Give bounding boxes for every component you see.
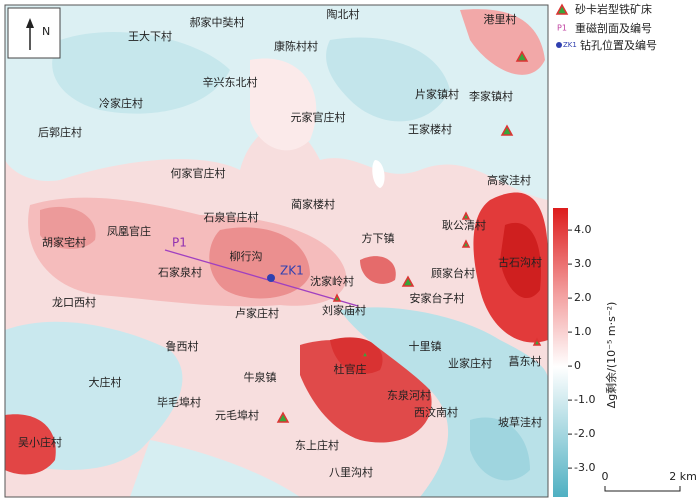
village-label: 菖东村 [509, 354, 542, 368]
village-label: 蔺家楼村 [291, 197, 335, 211]
village-label: 坡草洼村 [498, 415, 542, 429]
village-label: 元毛埠村 [215, 408, 259, 422]
colorbar-ticks: 4.0 3.0 2.0 1.0 0 -1.0 -2.0 -3.0 [568, 223, 595, 474]
village-label: 安家台子村 [410, 291, 465, 305]
village-label: 冷家庄村 [99, 96, 143, 110]
colorbar-tick-label: 3.0 [574, 257, 592, 270]
colorbar-tick-label: -3.0 [574, 461, 595, 474]
colorbar-tick-label: -1.0 [574, 393, 595, 406]
scale-end: 2 km [669, 470, 697, 483]
village-label: 古石沟村 [498, 255, 542, 269]
profile-label: P1 [172, 236, 187, 250]
village-label: 吴小庄村 [18, 435, 62, 449]
scale-bar: 0 2 km [602, 470, 697, 492]
village-label: 杜官庄 [334, 362, 367, 376]
village-label: 沈家岭村 [310, 274, 354, 288]
village-label: 刘家庙村 [322, 303, 366, 317]
village-label: 高家洼村 [487, 173, 531, 187]
village-label: 毕毛埠村 [157, 395, 201, 409]
north-arrow: N [7, 7, 61, 59]
legend-label: 重磁剖面及编号 [575, 21, 652, 35]
colorbar-tick-label: 1.0 [574, 325, 592, 338]
colorbar-tick-label: 2.0 [574, 291, 592, 304]
village-label: 八里沟村 [329, 465, 373, 479]
village-label: 康陈村村 [274, 39, 318, 53]
colorbar-title: Δg剩余/(10⁻⁵ m·s⁻²) [604, 302, 618, 409]
map-frame [4, 4, 549, 498]
north-label: N [42, 25, 50, 38]
village-label: 元家官庄村 [291, 110, 346, 124]
village-label: 西汶南村 [414, 405, 458, 419]
village-label: 辛兴东北村 [203, 75, 258, 89]
scale-start: 0 [602, 470, 609, 483]
village-label: 王大下村 [128, 29, 172, 43]
village-label: 王家楼村 [408, 122, 452, 136]
village-label: 凤凰官庄 [107, 224, 151, 238]
village-label: 石泉官庄村 [204, 210, 259, 224]
deposits [276, 50, 542, 423]
village-label: 方下镇 [362, 231, 395, 245]
colorbar-tick-label: 0 [574, 359, 581, 372]
village-label: 胡家宅村 [42, 235, 86, 249]
colorbar-tick-label: 4.0 [574, 223, 592, 236]
village-label: 港里村 [484, 12, 517, 26]
village-label: 石家泉村 [158, 265, 202, 279]
village-label: 郝家中奘村 [190, 15, 245, 29]
village-label: 何家官庄村 [171, 166, 226, 180]
anomaly-field [5, 5, 548, 497]
profile-line [164, 249, 359, 307]
colorbar-tick-label: -2.0 [574, 427, 595, 440]
village-label: 柳行沟 [230, 249, 263, 263]
village-label: 李家镇村 [469, 89, 513, 103]
legend-symbol: P1 [557, 24, 567, 33]
village-label: 大庄村 [89, 375, 122, 389]
legend-symbol: ZK1 [563, 41, 577, 49]
legend-label: 钻孔位置及编号 [580, 38, 657, 52]
village-label: 顾家台村 [431, 266, 475, 280]
village-label: 片家镇村 [415, 87, 459, 101]
legend-label: 砂卡岩型铁矿床 [575, 2, 652, 16]
borehole [267, 274, 275, 282]
borehole-label: ZK1 [280, 264, 304, 278]
village-label: 耿公清村 [442, 218, 486, 232]
village-label: 鲁西村 [166, 339, 199, 353]
colorbar [553, 208, 568, 497]
village-label: 东上庄村 [295, 438, 339, 452]
village-label: 东泉河村 [387, 388, 431, 402]
legend: 砂卡岩型铁矿床 P1 重磁剖面及编号 ZK1 钻孔位置及编号 [555, 2, 657, 52]
village-label: 卢家庄村 [235, 306, 279, 320]
village-label: 后郭庄村 [38, 125, 82, 139]
village-label: 龙口西村 [52, 295, 96, 309]
village-label: 业家庄村 [448, 356, 492, 370]
village-label: 牛泉镇 [244, 370, 277, 384]
village-label: 陶北村 [327, 7, 360, 21]
village-label: 十里镇 [409, 339, 442, 353]
